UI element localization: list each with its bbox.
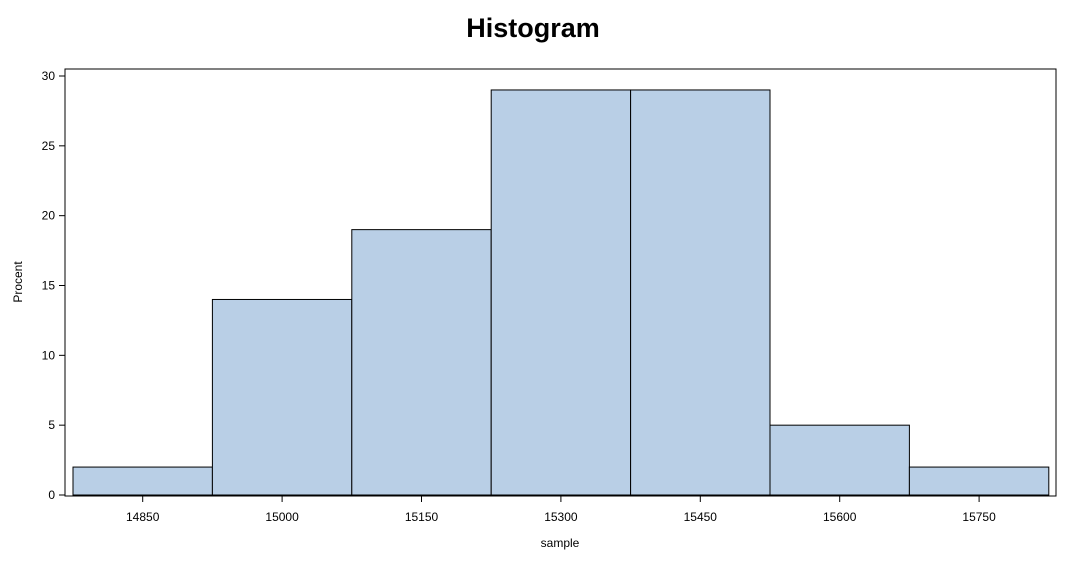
y-axis: 0 5 10 15 20 25 30 [42, 69, 65, 502]
histogram-bar [769, 424, 910, 496]
x-tick-label: 15300 [544, 510, 578, 524]
histogram-bar [211, 298, 353, 496]
y-tick-label: 30 [42, 69, 56, 83]
x-axis: 14850 15000 15150 15300 15450 15600 15750 [126, 496, 996, 524]
x-tick-label: 15600 [823, 510, 857, 524]
y-tick-label: 20 [42, 209, 56, 223]
y-tick-label: 5 [48, 418, 55, 432]
histogram-bar [72, 466, 213, 496]
bars-group [72, 89, 1050, 496]
histogram-bar [351, 229, 492, 496]
y-tick-label: 10 [42, 348, 56, 362]
y-tick-label: 25 [42, 139, 56, 153]
x-tick-label: 15450 [684, 510, 718, 524]
histogram-bar [630, 89, 771, 496]
x-tick-label: 14850 [126, 510, 160, 524]
y-tick-label: 15 [42, 279, 56, 293]
x-tick-label: 15000 [265, 510, 299, 524]
histogram-bar [908, 466, 1050, 496]
x-tick-label: 15750 [962, 510, 996, 524]
y-axis-label: Procent [11, 261, 25, 303]
histogram-bar [490, 89, 632, 496]
x-tick-label: 15150 [405, 510, 439, 524]
x-axis-label: sample [541, 536, 580, 550]
chart-title: Histogram [466, 13, 600, 43]
y-tick-label: 0 [48, 488, 55, 502]
